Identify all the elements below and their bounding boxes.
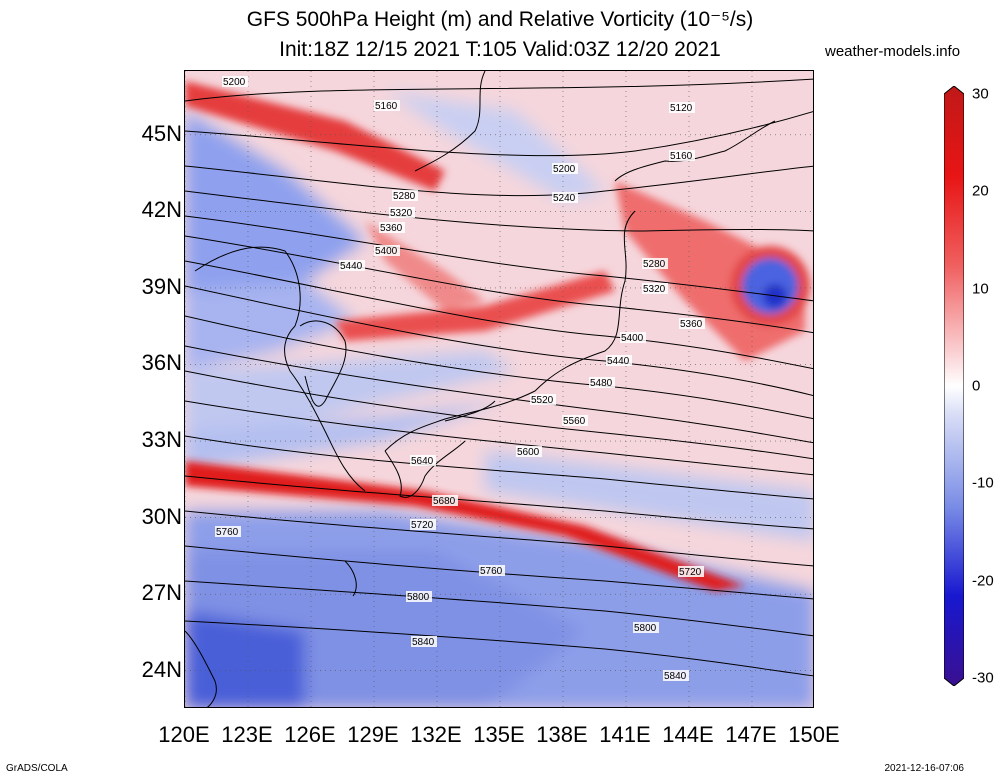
contour-label-bg [215,526,241,537]
contour-label-bg [222,76,248,87]
contour-label: 5160 [375,101,398,112]
colorbar-tick-label: -20 [972,572,994,590]
map-panel: 5200 5160 5120 5160 5200 5240 5280 5320 5360 5400… [184,70,814,708]
lat-tick-label: 24N [141,656,182,682]
contour-label-bg [392,190,418,201]
contour-label: 5120 [670,103,693,114]
contour-label-bg [339,260,365,271]
contour-label: 5760 [216,527,239,538]
contour-label: 5560 [563,416,586,427]
contour-label: 5840 [412,637,435,648]
contour-label-bg [552,163,578,174]
contour-label: 5720 [411,520,434,531]
lat-tick-label: 36N [141,350,182,376]
contour-label: 5800 [407,592,430,603]
contour-label-bg [530,394,556,405]
contour-label: 5240 [553,193,576,204]
lat-tick-label: 45N [141,120,182,146]
colorbar-tick-label: 0 [972,377,981,395]
software-credit: GrADS/COLA [6,763,68,774]
contour-label: 5680 [433,496,456,507]
contour-label-bg [410,519,436,530]
contour-label: 5360 [680,319,703,330]
contour-label-bg [642,283,668,294]
contour-label: 5160 [670,151,693,162]
contour-label-bg [589,377,615,388]
lat-tick-label: 33N [141,427,182,453]
contour-label-bg [606,355,632,366]
contour-label-bg [479,565,505,576]
contour-label-bg [406,591,432,602]
site-watermark: weather-models.info [825,43,961,60]
lon-tick-label: 120E [158,722,210,747]
contour-label: 5480 [590,378,613,389]
contour-label: 5400 [375,246,398,257]
contour-label: 5600 [517,447,540,458]
contour-label-bg [679,318,705,329]
contour-label: 5800 [634,623,657,634]
contour-label-bg [389,207,415,218]
contour-label-bg [633,622,659,633]
contour-label-bg [663,670,689,681]
colorbar-tick-label: 30 [972,85,989,103]
lat-tick-label: 39N [141,273,182,299]
contour-label-bg [411,636,437,647]
vorticity-colorbar [944,86,964,686]
contour-label: 5760 [480,566,503,577]
colorbar-tick-label: -30 [972,669,994,687]
contour-label: 5640 [411,456,434,467]
contour-label-bg [669,102,695,113]
lon-tick-label: 129E [347,722,399,747]
contour-label: 5200 [553,164,576,175]
lat-tick-label: 27N [141,580,182,606]
colorbar-tick-label: 10 [972,280,989,298]
contour-label: 5400 [621,333,644,344]
contour-labels: 5200 5160 5120 5160 5200 5240 5280 5320 5360 5400… [215,76,705,682]
contour-label: 5440 [340,261,363,272]
lon-tick-label: 126E [284,722,336,747]
generation-timestamp: 2021-12-16-07:06 [884,763,964,774]
chart-subtitle: Init:18Z 12/15 2021 T:105 Valid:03Z 12/2… [279,38,721,61]
contour-label-bg [620,332,646,343]
contour-label: 5200 [223,77,246,88]
contour-label-bg [678,566,704,577]
contour-label: 5440 [607,356,630,367]
contour-label-bg [374,100,400,111]
contour-label: 5360 [380,223,403,234]
colorbar-tick-label: 20 [972,182,989,200]
contour-label: 5320 [643,284,666,295]
lon-tick-label: 135E [473,722,525,747]
lon-tick-label: 147E [725,722,777,747]
contour-label-bg [410,455,436,466]
chart-title: GFS 500hPa Height (m) and Relative Vorti… [246,8,754,31]
contour-label-bg [552,192,578,203]
graticule [185,71,813,707]
contour-label: 5280 [393,191,416,202]
vorticity-shading [185,71,813,707]
lat-tick-label: 42N [141,197,182,223]
contour-label: 5840 [664,671,687,682]
contour-label-bg [669,150,695,161]
lon-tick-label: 141E [599,722,651,747]
lon-tick-label: 150E [788,722,840,747]
colorbar-tick-label: -10 [972,474,994,492]
lon-tick-label: 123E [221,722,273,747]
contour-label-bg [432,495,458,506]
contour-label-bg [516,446,542,457]
contour-label: 5520 [531,395,554,406]
contour-label-bg [374,245,400,256]
contour-label: 5720 [679,567,702,578]
height-contours [185,78,813,677]
lat-tick-label: 30N [141,503,182,529]
contour-label-bg [379,222,405,233]
lon-tick-label: 144E [662,722,714,747]
lon-tick-label: 138E [536,722,588,747]
contour-label: 5280 [643,259,666,270]
contour-label: 5320 [390,208,413,219]
contour-label-bg [562,415,588,426]
contour-label-bg [642,258,668,269]
map-canvas: 5200 5160 5120 5160 5200 5240 5280 5320 5360 5400… [185,71,813,707]
lon-tick-label: 132E [410,722,462,747]
